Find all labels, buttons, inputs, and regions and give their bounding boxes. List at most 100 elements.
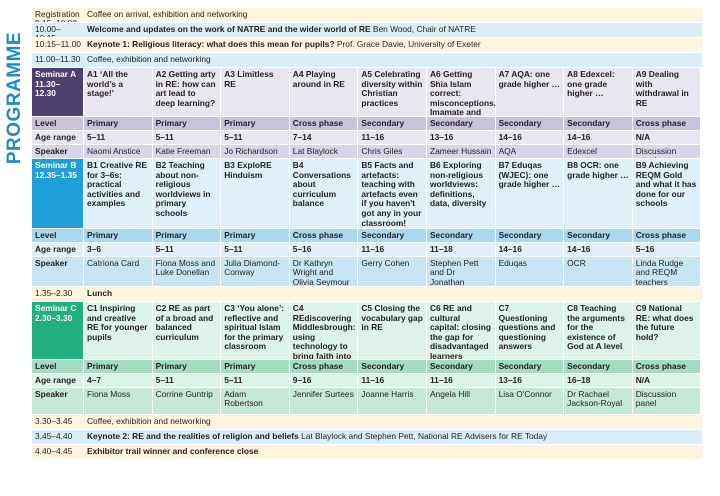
level-value: Cross phase bbox=[289, 229, 359, 242]
session-title: B5 Facts and artefacts: teaching with ar… bbox=[358, 159, 427, 228]
session-title: B9 Achieving REQM Gold and what it has d… bbox=[632, 159, 702, 228]
row-time: 10.00–10.15 bbox=[32, 23, 84, 37]
seminar-c-level-row: Level Primary Primary Primary Cross phase Sec… bbox=[32, 360, 702, 374]
speaker-value: Julia Diamond-Conway bbox=[221, 257, 290, 286]
age-range-label: Age range bbox=[32, 131, 84, 144]
row-description: Keynote 2: RE and the realities of relig… bbox=[84, 430, 702, 444]
age-range-value: 13–16 bbox=[495, 374, 565, 387]
row-bold-text: Welcome and updates on the work of NATRE… bbox=[87, 24, 371, 34]
age-range-value: 11–18 bbox=[426, 243, 496, 256]
level-value: Secondary bbox=[495, 360, 565, 373]
session-title: C6 RE and cultural capital: closing the … bbox=[426, 302, 496, 359]
level-value: Secondary bbox=[495, 229, 565, 242]
session-title: A2 Getting arty in RE: how can art lead … bbox=[152, 68, 222, 116]
level-value: Cross phase bbox=[289, 117, 359, 130]
speaker-value: Chris Giles bbox=[358, 145, 427, 158]
row-time: 4.40–4.45 bbox=[32, 445, 84, 459]
age-range-value: N/A bbox=[632, 131, 702, 144]
row-text: Coffee on arrival, exhibition and networ… bbox=[87, 9, 248, 19]
session-title: B2 Teaching about non-religious worldvie… bbox=[152, 159, 222, 228]
age-range-value: 5–11 bbox=[221, 243, 290, 256]
speaker-value: Naomi Anstice bbox=[84, 145, 153, 158]
age-range-value: 5–11 bbox=[152, 374, 222, 387]
seminar-a-titles-row: Seminar A 11.30– 12.30 A1 ‘All the world’… bbox=[32, 68, 702, 117]
session-title: C1 Inspiring and creative RE for younger… bbox=[84, 302, 153, 359]
level-value: Secondary bbox=[495, 117, 565, 130]
speaker-value: Fiona Moss and Luke Donellan bbox=[152, 257, 222, 286]
speaker-value: OCR bbox=[564, 257, 633, 286]
level-value: Primary bbox=[221, 117, 290, 130]
age-range-label: Age range bbox=[32, 374, 84, 387]
row-description: Welcome and updates on the work of NATRE… bbox=[84, 23, 702, 37]
row-time: 10.15–11.00 bbox=[32, 38, 84, 52]
age-range-value: 11–16 bbox=[358, 131, 427, 144]
speaker-value: Corrine Guntrip bbox=[152, 388, 222, 414]
age-range-value: 3–6 bbox=[84, 243, 153, 256]
speaker-label: Speaker bbox=[32, 257, 84, 286]
seminar-label: Seminar C 2.30–3.30 bbox=[32, 302, 84, 359]
age-range-value: 9–16 bbox=[289, 374, 359, 387]
speaker-value: AQA bbox=[495, 145, 565, 158]
row-time: 3.30–3.45 bbox=[32, 415, 84, 429]
seminar-c-speaker-row: Speaker Fiona Moss Corrine Guntrip Adam Rob… bbox=[32, 388, 702, 415]
age-range-value: 5–16 bbox=[632, 243, 702, 256]
seminar-a-level-row: Level Primary Primary Primary Cross phase Sec… bbox=[32, 117, 702, 131]
seminar-b-titles-row: Seminar B 12.35–1.35 B1 Creative RE for 3… bbox=[32, 159, 702, 229]
session-title: B1 Creative RE for 3–6s: practical activ… bbox=[84, 159, 153, 228]
speaker-value: Discussion panel bbox=[632, 388, 702, 414]
row-bold-text: Lunch bbox=[87, 288, 113, 298]
age-range-value: 5–11 bbox=[152, 243, 222, 256]
speaker-label: Speaker bbox=[32, 145, 84, 158]
speaker-value: Katie Freeman bbox=[152, 145, 222, 158]
speaker-value: Linda Rudge and REQM teachers bbox=[632, 257, 702, 286]
session-title: B3 ExploRE Hinduism bbox=[221, 159, 290, 228]
session-title: C4 REdiscovering Middlesbrough: using te… bbox=[289, 302, 359, 359]
level-value: Secondary bbox=[426, 360, 496, 373]
seminar-b-speaker-row: Speaker Catriona Card Fiona Moss and Luke … bbox=[32, 257, 702, 287]
speaker-value: Discussion panel bbox=[632, 145, 702, 158]
row-description: Coffee on arrival, exhibition and networ… bbox=[84, 8, 702, 22]
speaker-value: Jo Richardson bbox=[221, 145, 290, 158]
row-description: Lunch bbox=[84, 287, 702, 301]
age-range-value: 5–11 bbox=[221, 131, 290, 144]
level-value: Secondary bbox=[564, 117, 633, 130]
schedule-row: 3.30–3.45 Coffee, exhibition and networki… bbox=[32, 415, 702, 430]
age-range-value: 13–16 bbox=[426, 131, 496, 144]
seminar-c-titles-row: Seminar C 2.30–3.30 C1 Inspiring and crea… bbox=[32, 302, 702, 360]
age-range-value: 4–7 bbox=[84, 374, 153, 387]
level-value: Cross phase bbox=[632, 117, 702, 130]
row-bold-text: Keynote 1: Religious literacy: what does… bbox=[87, 39, 335, 49]
age-range-value: 5–11 bbox=[152, 131, 222, 144]
level-value: Secondary bbox=[564, 360, 633, 373]
level-label: Level bbox=[32, 229, 84, 242]
session-title: C3 ‘You alone’: reflective and spiritual… bbox=[221, 302, 290, 359]
age-range-value: N/A bbox=[632, 374, 702, 387]
level-value: Primary bbox=[152, 117, 222, 130]
age-range-label: Age range bbox=[32, 243, 84, 256]
session-title: A5 Celebrating diversity within Christia… bbox=[358, 68, 427, 116]
level-value: Secondary bbox=[358, 360, 427, 373]
row-time: Registration 9.15–10.00 bbox=[32, 8, 84, 22]
age-range-value: 14–16 bbox=[495, 131, 565, 144]
speaker-value: Zameer Hussain bbox=[426, 145, 496, 158]
row-bold-text: Keynote 2: RE and the realities of relig… bbox=[87, 431, 299, 441]
speaker-value: Eduqas bbox=[495, 257, 565, 286]
row-text: Coffee, exhibition and networking bbox=[87, 416, 211, 426]
session-title: A8 Edexcel: one grade higher … bbox=[564, 68, 633, 116]
age-range-value: 5–11 bbox=[221, 374, 290, 387]
row-time: 11.00–11.30 bbox=[32, 53, 84, 67]
speaker-value: Stephen Pett and Dr Jonathan Lanman bbox=[426, 257, 496, 286]
speaker-value: Fiona Moss bbox=[84, 388, 153, 414]
speaker-value: Angela Hill bbox=[426, 388, 496, 414]
session-title: B8 OCR: one grade higher … bbox=[564, 159, 633, 228]
session-title: C5 Closing the vocabulary gap in RE bbox=[358, 302, 427, 359]
level-value: Secondary bbox=[426, 229, 496, 242]
programme-heading-text: PROGRAMME bbox=[4, 31, 25, 165]
age-range-value: 11–16 bbox=[426, 374, 496, 387]
seminar-c-age-row: Age range 4–7 5–11 5–11 9–16 11–16 11–16 13–16 1… bbox=[32, 374, 702, 388]
level-value: Secondary bbox=[358, 229, 427, 242]
age-range-value: 11–16 bbox=[358, 374, 427, 387]
age-range-value: 14–16 bbox=[495, 243, 565, 256]
session-title: A4 Playing around in RE bbox=[289, 68, 359, 116]
row-description: Keynote 1: Religious literacy: what does… bbox=[84, 38, 702, 52]
